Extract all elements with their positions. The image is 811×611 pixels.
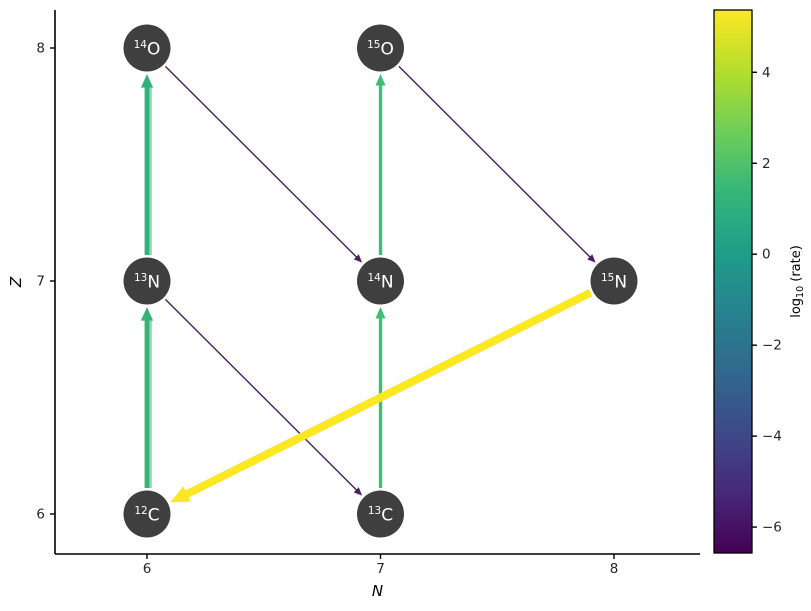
isotope-node: 15O xyxy=(357,24,404,72)
isotope-node-circle xyxy=(123,24,171,72)
colorbar xyxy=(713,9,753,554)
y-tick-label: 8 xyxy=(36,41,45,57)
isotope-node-circle xyxy=(357,24,404,72)
isotope-node-label: 12C xyxy=(134,505,159,526)
isotope-node: 14O xyxy=(123,24,171,72)
isotope-mass-number: 15 xyxy=(367,39,380,51)
x-tick-label: 7 xyxy=(376,561,385,577)
isotope-node-label: 15O xyxy=(367,39,394,60)
isotope-mass-number: 14 xyxy=(367,272,381,284)
isotope-symbol: N xyxy=(614,273,627,293)
isotope-node: 14N xyxy=(357,257,404,305)
colorbar-label-post: (rate) xyxy=(789,245,804,286)
isotope-symbol: N xyxy=(147,273,160,293)
y-axis-label: Z xyxy=(7,276,25,288)
reaction-arrow-head xyxy=(375,307,386,319)
colorbar-tick-label: −6 xyxy=(762,520,782,536)
isotope-node: 13N xyxy=(123,257,171,305)
colorbar-tick-label: −4 xyxy=(762,429,782,445)
reaction-arrow-head xyxy=(353,254,363,263)
reaction-arrow-head xyxy=(375,74,386,86)
isotope-mass-number: 12 xyxy=(134,505,147,517)
reaction-arrow-head xyxy=(587,254,596,263)
isotope-mass-number: 13 xyxy=(368,505,381,517)
reaction-arrow-shaft xyxy=(164,298,358,492)
x-axis-label: N xyxy=(372,582,383,600)
isotope-node: 13C xyxy=(357,490,404,538)
reaction-arrow-head xyxy=(353,487,363,496)
isotope-node-label: 15N xyxy=(601,272,627,293)
colorbar-tick-label: 2 xyxy=(762,156,771,172)
isotope-mass-number: 15 xyxy=(601,272,614,284)
reaction-arrow-head xyxy=(140,74,154,88)
isotope-node-circle xyxy=(357,490,404,538)
isotope-node: 15N xyxy=(590,257,638,305)
isotope-node: 12C xyxy=(123,490,171,538)
isotope-node-label: 14N xyxy=(367,272,393,293)
isotope-node-label: 14O xyxy=(134,39,161,60)
isotope-symbol: C xyxy=(381,506,393,526)
isotope-node-label: 13N xyxy=(134,272,160,293)
reaction-arrow-head xyxy=(140,307,154,321)
isotope-symbol: O xyxy=(380,40,393,60)
isotope-node-circle xyxy=(357,257,404,305)
isotope-symbol: N xyxy=(381,273,394,293)
colorbar-tick-label: 0 xyxy=(762,247,771,263)
x-tick-label: 8 xyxy=(610,561,619,577)
isotope-node-label: 13C xyxy=(368,505,393,526)
reaction-arrow-shaft xyxy=(184,289,593,499)
isotope-symbol: C xyxy=(148,506,160,526)
isotope-node-circle xyxy=(123,490,171,538)
isotope-node-circle xyxy=(123,257,171,305)
reaction-arrow-head xyxy=(170,486,191,503)
colorbar-label: log10 (rate) xyxy=(789,245,806,318)
isotope-mass-number: 14 xyxy=(134,39,148,51)
x-tick-label: 6 xyxy=(143,561,152,577)
reaction-arrow-shaft xyxy=(398,65,591,259)
reaction-arrow-shaft xyxy=(164,65,358,259)
colorbar-label-subscript: 10 xyxy=(795,286,806,298)
isotope-mass-number: 13 xyxy=(134,272,147,284)
colorbar-label-pre: log xyxy=(789,298,804,318)
colorbar-tick-label: −2 xyxy=(762,338,782,354)
colorbar-tick-label: 4 xyxy=(762,65,771,81)
y-tick-label: 6 xyxy=(36,507,45,523)
isotope-node-circle xyxy=(590,257,638,305)
isotope-symbol: O xyxy=(147,40,160,60)
y-tick-label: 7 xyxy=(36,274,45,290)
